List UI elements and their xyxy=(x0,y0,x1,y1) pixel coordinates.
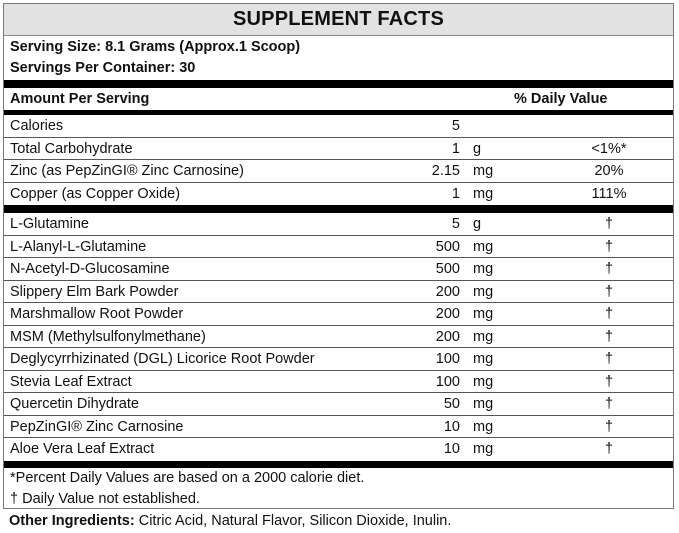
row-name: Stevia Leaf Extract xyxy=(10,373,132,390)
row-amount: 50 xyxy=(443,396,460,412)
table-row: N-Acetyl-D-Glucosamine 500 mg † xyxy=(4,258,673,281)
row-dv: † xyxy=(604,238,614,255)
row-dv: <1%* xyxy=(591,140,627,157)
row-amount: 10 xyxy=(443,418,460,435)
row-unit: mg xyxy=(473,351,494,367)
row-name: Total Carbohydrate xyxy=(10,140,133,157)
row-unit: mg xyxy=(473,328,494,345)
footnote-dv: *Percent Daily Values are based on a 200… xyxy=(10,469,365,486)
row-amount: 100 xyxy=(435,351,460,367)
row-dv: † xyxy=(604,373,614,390)
row-name: Marshmallow Root Powder xyxy=(10,306,184,322)
column-header: Amount Per Serving % Daily Value xyxy=(4,88,673,110)
other-ingredients: Other Ingredients: Citric Acid, Natural … xyxy=(9,511,451,532)
thick-divider xyxy=(4,110,673,115)
row-amount: 200 xyxy=(435,283,460,300)
serving-size: Serving Size: 8.1 Grams (Approx.1 Scoop) xyxy=(10,39,301,55)
row-unit: mg xyxy=(473,306,494,322)
row-dv: † xyxy=(604,441,614,457)
row-name: L-Alanyl-L-Glutamine xyxy=(10,238,147,255)
row-unit: mg xyxy=(473,185,494,202)
row-unit: mg xyxy=(473,418,494,435)
row-amount: 1 xyxy=(451,185,460,202)
row-unit: mg xyxy=(473,163,494,179)
footnote-dagger: † Daily Value not established. xyxy=(10,490,200,507)
row-amount: 1 xyxy=(451,140,460,157)
row-unit: mg xyxy=(473,238,494,255)
row-dv: 20% xyxy=(594,163,624,179)
panel-title: SUPPLEMENT FACTS xyxy=(4,4,673,36)
servings-per-container: Servings Per Container: 30 xyxy=(10,60,196,76)
row-unit: mg xyxy=(473,373,494,390)
row-amount: 500 xyxy=(435,261,460,277)
row-unit: mg xyxy=(473,441,494,457)
thick-divider xyxy=(4,80,673,88)
thick-divider xyxy=(4,460,673,468)
row-dv: † xyxy=(604,261,614,277)
supplement-facts-panel: SUPPLEMENT FACTS Serving Size: 8.1 Grams… xyxy=(3,3,674,509)
row-amount: 100 xyxy=(435,373,460,390)
row-amount: 500 xyxy=(435,238,460,255)
row-name: N-Acetyl-D-Glucosamine xyxy=(10,261,170,277)
row-name: Quercetin Dihydrate xyxy=(10,396,139,412)
row-name: L-Glutamine xyxy=(10,216,89,232)
row-name: Aloe Vera Leaf Extract xyxy=(10,441,155,457)
table-row: Calories 5 xyxy=(4,115,673,138)
table-row: L-Glutamine 5 g † xyxy=(4,213,673,236)
row-dv: † xyxy=(604,351,614,367)
row-name: PepZinGI® Zinc Carnosine xyxy=(10,418,184,435)
nutrient-list: Calories 5 Total Carbohydrate 1 g <1%* Zinc (a… xyxy=(4,115,673,205)
row-dv: † xyxy=(604,306,614,322)
table-row: Slippery Elm Bark Powder 200 mg † xyxy=(4,281,673,303)
row-amount: 5 xyxy=(451,118,460,134)
row-name: MSM (Methylsulfonylmethane) xyxy=(10,328,206,345)
table-row: Aloe Vera Leaf Extract 10 mg † xyxy=(4,438,673,461)
table-row: Stevia Leaf Extract 100 mg † xyxy=(4,371,673,393)
row-amount: 5 xyxy=(451,216,460,232)
row-unit: g xyxy=(473,216,482,232)
thick-divider xyxy=(4,205,673,213)
row-dv: † xyxy=(604,216,614,232)
row-dv: † xyxy=(604,418,614,435)
table-row: Quercetin Dihydrate 50 mg † xyxy=(4,393,673,416)
table-row: Marshmallow Root Powder 200 mg † xyxy=(4,303,673,326)
row-name: Copper (as Copper Oxide) xyxy=(10,185,181,202)
table-row: Total Carbohydrate 1 g <1%* xyxy=(4,138,673,160)
row-unit: mg xyxy=(473,396,494,412)
other-ingredients-label: Other Ingredients: xyxy=(9,513,135,529)
row-name: Deglycyrrhizinated (DGL) Licorice Root P… xyxy=(10,351,315,367)
table-row: L-Alanyl-L-Glutamine 500 mg † xyxy=(4,236,673,258)
row-dv: † xyxy=(604,283,614,300)
table-row: Zinc (as PepZinGI® Zinc Carnosine) 2.15 mg… xyxy=(4,160,673,183)
row-amount: 10 xyxy=(443,441,460,457)
row-dv: † xyxy=(604,396,614,412)
ingredient-list: L-Glutamine 5 g † L-Alanyl-L-Glutamine 500 mg †… xyxy=(4,213,673,461)
row-amount: 2.15 xyxy=(431,163,460,179)
row-dv: 111% xyxy=(591,185,627,202)
table-row: Copper (as Copper Oxide) 1 mg 111% xyxy=(4,183,673,206)
amount-header: Amount Per Serving xyxy=(10,91,150,107)
row-dv: † xyxy=(604,328,614,345)
table-row: Deglycyrrhizinated (DGL) Licorice Root P… xyxy=(4,348,673,371)
row-unit: mg xyxy=(473,261,494,277)
row-name: Slippery Elm Bark Powder xyxy=(10,283,179,300)
row-name: Calories xyxy=(10,118,64,134)
table-row: MSM (Methylsulfonylmethane) 200 mg † xyxy=(4,326,673,348)
row-unit: mg xyxy=(473,283,494,300)
dv-header: % Daily Value xyxy=(514,91,608,107)
table-row: PepZinGI® Zinc Carnosine 10 mg † xyxy=(4,416,673,438)
row-amount: 200 xyxy=(435,306,460,322)
row-name: Zinc (as PepZinGI® Zinc Carnosine) xyxy=(10,163,244,179)
row-unit: g xyxy=(473,140,482,157)
other-ingredients-text: Citric Acid, Natural Flavor, Silicon Dio… xyxy=(134,513,452,529)
row-amount: 200 xyxy=(435,328,460,345)
